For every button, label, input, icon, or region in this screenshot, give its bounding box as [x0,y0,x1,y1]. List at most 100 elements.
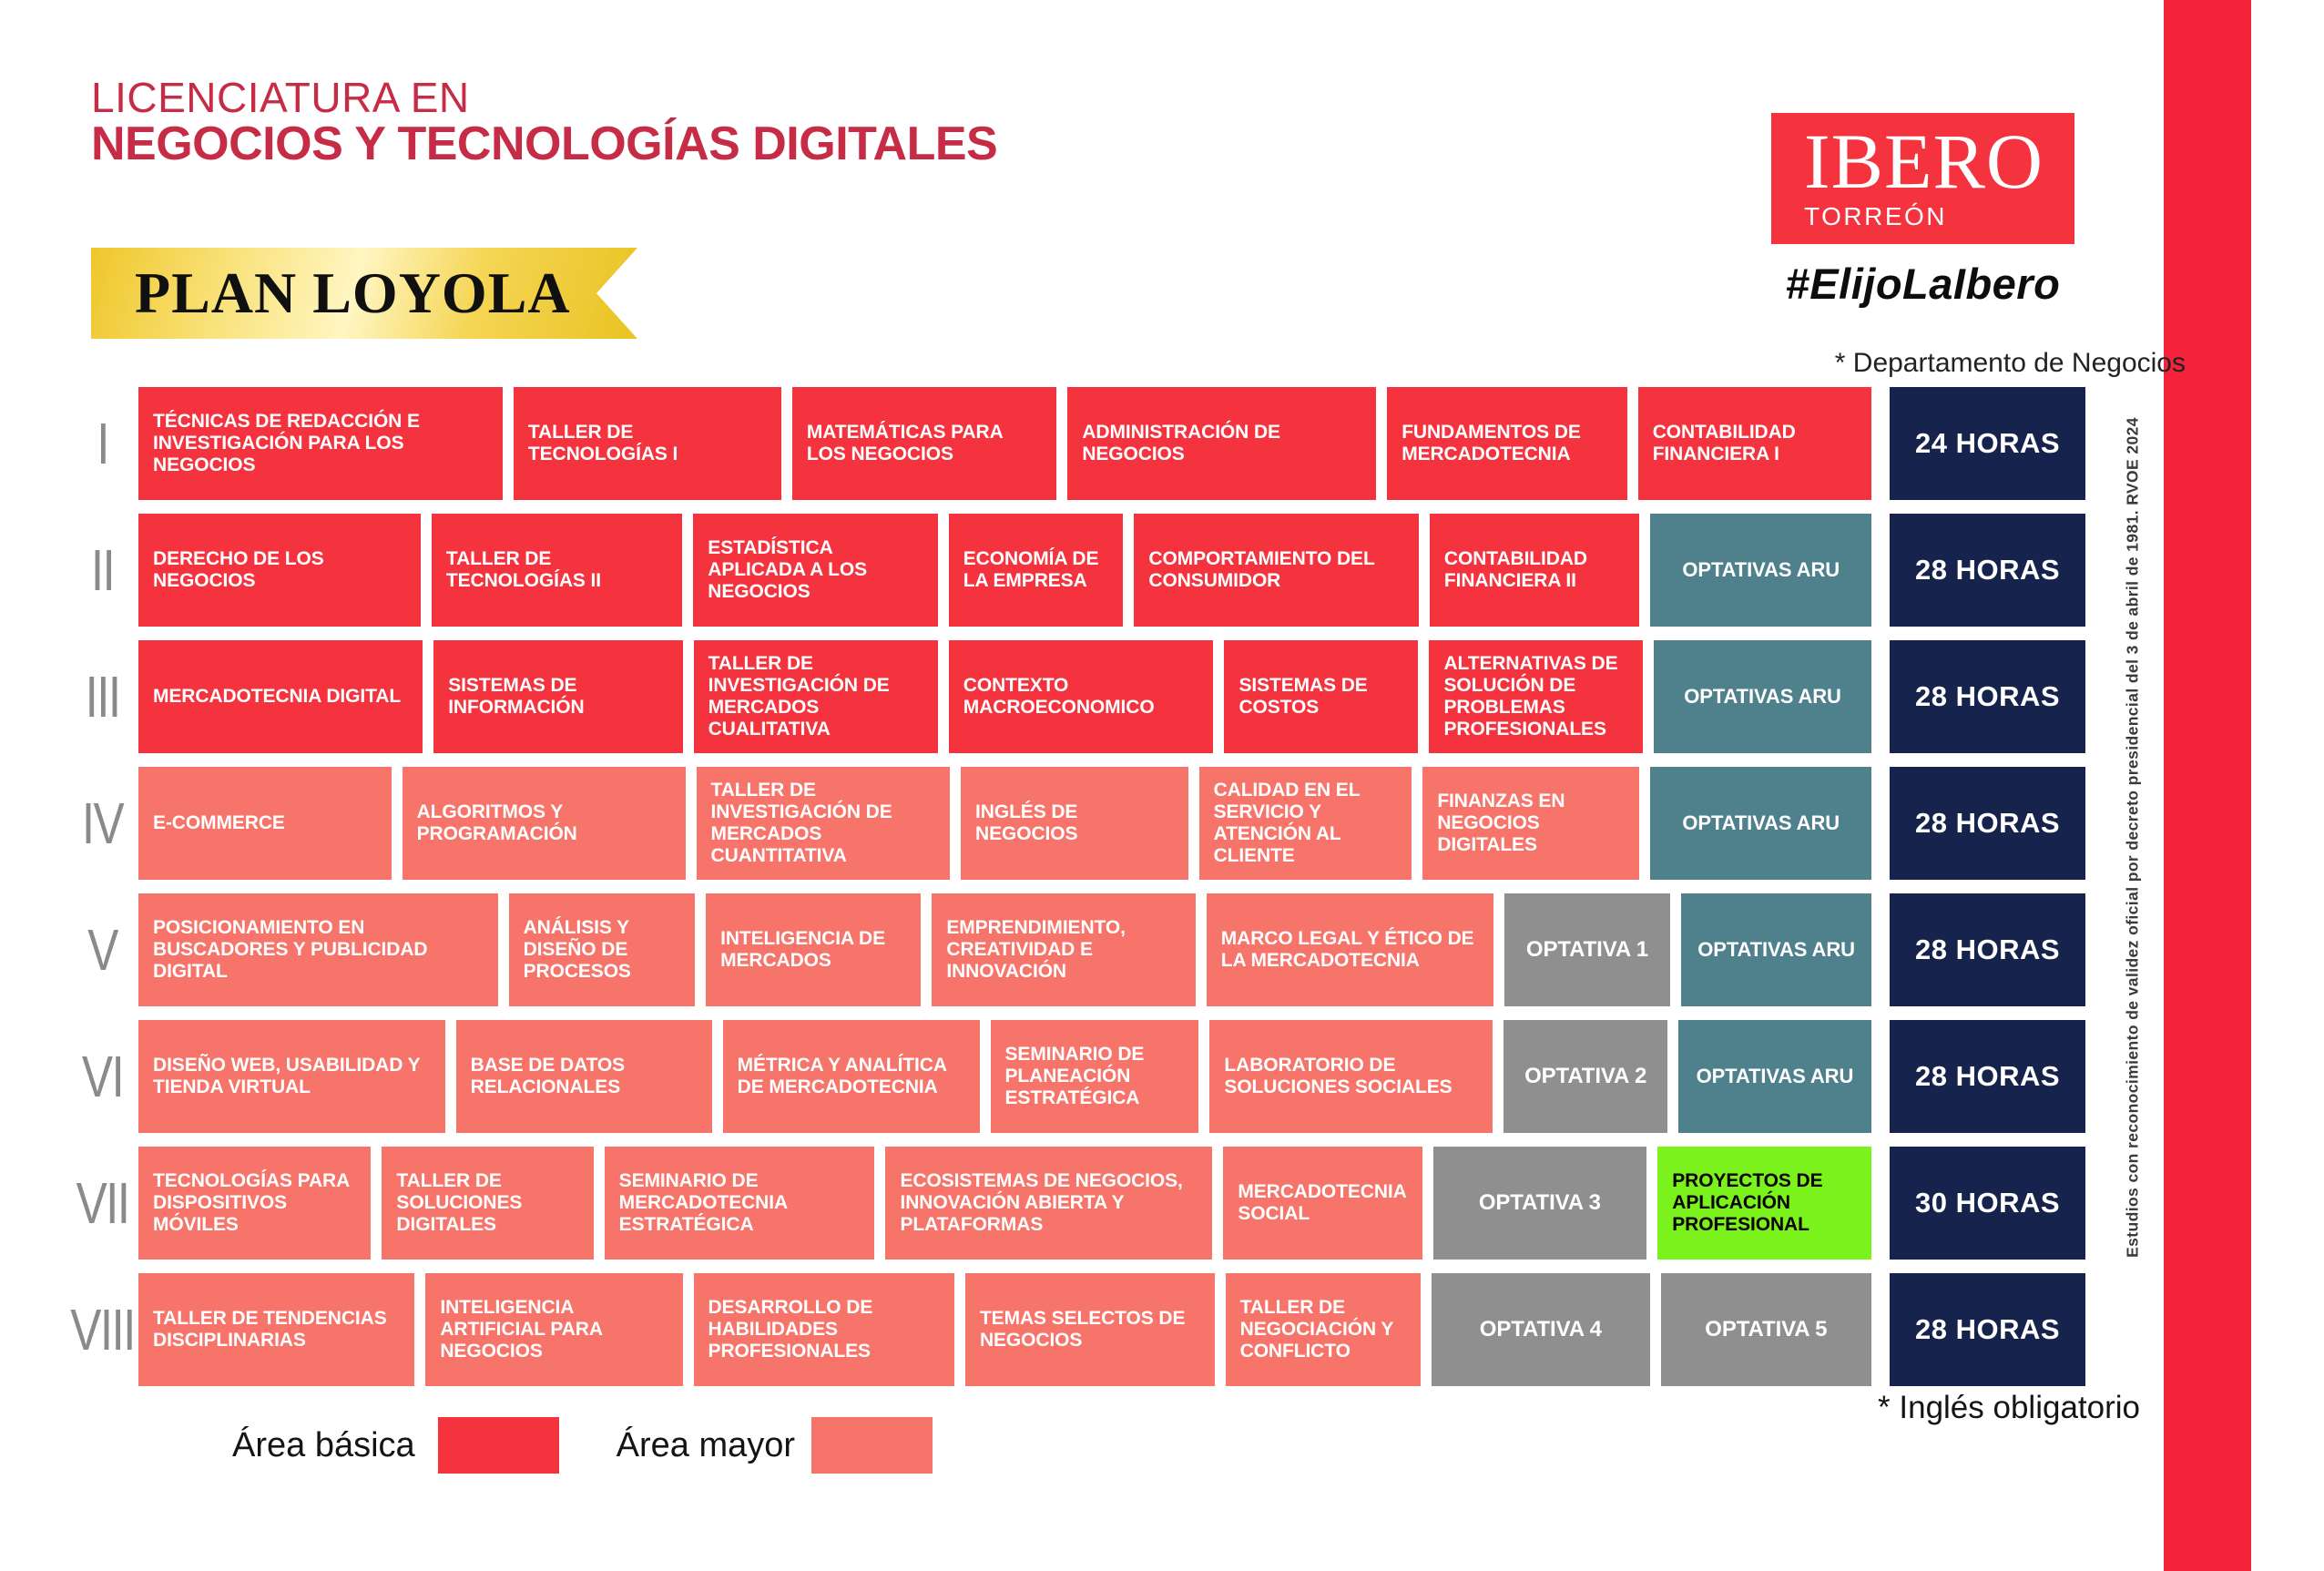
hours-badge: 28 HORAS [1890,1273,2085,1386]
rvoe-legal-note: Estudios con reconocimiento de validez o… [2123,417,2142,1258]
hours-badge: 24 HORAS [1890,387,2085,500]
course-label: SEMINARIO DE PLANEACIÓN ESTRATÉGICA [1004,1044,1145,1108]
course-label: MERCADOTECNIA DIGITAL [153,686,402,708]
course-label: TECNOLOGÍAS PARA DISPOSITIVOS MÓVILES [153,1170,350,1235]
course-label: ADMINISTRACIÓN DE NEGOCIOS [1082,422,1280,464]
course-block: TÉCNICAS DE REDACCIÓN E INVESTIGACIÓN PA… [138,387,503,500]
semester-row-V: V POSICIONAMIENTO EN BUSCADORES Y PUBLICI… [77,893,2085,1006]
courses-row: TÉCNICAS DE REDACCIÓN E INVESTIGACIÓN PA… [138,387,1872,500]
course-block: E-COMMERCE [138,767,392,880]
course-block: TALLER DE TECNOLOGÍAS II [431,514,683,627]
course-block: SEMINARIO DE MERCADOTECNIA ESTRATÉGICA [604,1147,875,1260]
course-label: TALLER DE TECNOLOGÍAS II [445,548,602,591]
course-label: MERCADOTECNIA SOCIAL [1238,1181,1406,1224]
course-label: OPTATIVAS ARU [1682,558,1840,582]
course-label: ESTADÍSTICA APLICADA A LOS NEGOCIOS [708,537,868,602]
semester-numeral: III [85,664,121,729]
ibero-logo-wordmark: IBERO [1804,117,2044,206]
course-block: MERCADOTECNIA SOCIAL [1223,1147,1422,1260]
course-block: DESARROLLO DE HABILIDADES PROFESIONALES [693,1273,954,1386]
hours-badge: 28 HORAS [1890,893,2085,1006]
course-label: INGLÉS DE NEGOCIOS [975,801,1078,844]
course-label: SEMINARIO DE MERCADOTECNIA ESTRATÉGICA [618,1170,788,1235]
semester-row-VII: VII TECNOLOGÍAS PARA DISPOSITIVOS MÓVILES… [76,1147,2085,1260]
course-label: DERECHO DE LOS NEGOCIOS [153,548,324,591]
course-block: SEMINARIO DE PLANEACIÓN ESTRATÉGICA [990,1020,1199,1133]
course-label: OPTATIVA 1 [1525,937,1648,963]
optativa-block: OPTATIVA 2 [1503,1020,1667,1133]
course-label: OPTATIVA 2 [1524,1064,1647,1089]
course-label: OPTATIVA 4 [1479,1317,1602,1342]
course-block: ALTERNATIVAS DE SOLUCIÓN DE PROBLEMAS PR… [1429,640,1644,753]
course-block: MATEMÁTICAS PARA LOS NEGOCIOS [791,387,1057,500]
hours-badge: 30 HORAS [1890,1147,2085,1260]
course-block: FUNDAMENTOS DE MERCADOTECNIA [1387,387,1627,500]
course-block: CALIDAD EN EL SERVICIO Y ATENCIÓN AL CLI… [1198,767,1412,880]
legend-swatch-area-mayor [811,1417,933,1474]
course-block: CONTABILIDAD FINANCIERA II [1429,514,1640,627]
semester-row-I: I TÉCNICAS DE REDACCIÓN E INVESTIGACIÓN P… [77,387,2085,500]
hours-badge: 28 HORAS [1890,640,2085,753]
hours-badge: 28 HORAS [1890,1020,2085,1133]
courses-row: DERECHO DE LOS NEGOCIOS TALLER DE TECNOLO… [138,514,1871,627]
course-label: E-COMMERCE [153,812,285,834]
course-label: TEMAS SELECTOS DE NEGOCIOS [979,1308,1186,1351]
semester-numeral: VIII [70,1297,136,1362]
semester-row-IV: IV E-COMMERCE ALGORITMOS Y PROGRAMACIÓN TAL… [77,767,2085,880]
course-label: TALLER DE TENDENCIAS DISCIPLINARIAS [153,1308,387,1351]
optativa-block: OPTATIVA 1 [1503,893,1671,1006]
curriculum-grid: I TÉCNICAS DE REDACCIÓN E INVESTIGACIÓN P… [70,387,2085,1386]
course-label: TÉCNICAS DE REDACCIÓN E INVESTIGACIÓN PA… [153,411,420,475]
optativas-aru-block: OPTATIVAS ARU [1681,893,1872,1006]
course-block: ANÁLISIS Y DISEÑO DE PROCESOS [508,893,696,1006]
course-label: BASE DE DATOS RELACIONALES [470,1055,626,1097]
semester-numeral: IV [81,791,125,856]
course-block: BASE DE DATOS RELACIONALES [455,1020,712,1133]
semester-row-III: III MERCADOTECNIA DIGITAL SISTEMAS DE INFO… [77,640,2085,753]
semester-numeral: II [90,537,116,603]
course-block: TALLER DE INVESTIGACIÓN DE MERCADOS CUAL… [693,640,938,753]
course-block: ECOSISTEMAS DE NEGOCIOS, INNOVACIÓN ABIE… [885,1147,1213,1260]
semester-numeral: VII [76,1170,130,1236]
semester-numeral: V [87,917,118,983]
course-label: TALLER DE SOLUCIONES DIGITALES [396,1170,523,1235]
course-label: MARCO LEGAL Y ÉTICO DE LA MERCADOTECNIA [1220,928,1474,971]
course-block: INTELIGENCIA DE MERCADOS [706,893,922,1006]
course-label: ECONOMÍA DE LA EMPRESA [963,548,1099,591]
course-label: SISTEMAS DE COSTOS [1238,675,1368,718]
course-block: FINANZAS EN NEGOCIOS DIGITALES [1422,767,1640,880]
course-label: ECOSISTEMAS DE NEGOCIOS, INNOVACIÓN ABIE… [900,1170,1183,1235]
courses-row: E-COMMERCE ALGORITMOS Y PROGRAMACIÓN TALLE… [138,767,1871,880]
plan-loyola-banner: PLAN LOYOLA [91,248,637,339]
course-block: TECNOLOGÍAS PARA DISPOSITIVOS MÓVILES [138,1147,372,1260]
course-block: COMPORTAMIENTO DEL CONSUMIDOR [1134,514,1419,627]
course-label: COMPORTAMIENTO DEL CONSUMIDOR [1148,548,1375,591]
course-label: EMPRENDIMIENTO, CREATIVIDAD E INNOVACIÓN [946,917,1126,982]
course-label: TALLER DE INVESTIGACIÓN DE MERCADOS CUAL… [708,653,890,740]
semester-row-II: II DERECHO DE LOS NEGOCIOS TALLER DE TECNO… [77,514,2085,627]
course-label: TALLER DE INVESTIGACIÓN DE MERCADOS CUAN… [710,780,892,866]
course-block: TALLER DE NEGOCIACIÓN Y CONFLICTO [1225,1273,1421,1386]
course-block: INGLÉS DE NEGOCIOS [961,767,1188,880]
course-label: ALTERNATIVAS DE SOLUCIÓN DE PROBLEMAS PR… [1443,653,1618,740]
hashtag-elijolaibero: #ElijoLaIbero [1785,260,2061,308]
legend: Área básica Área mayor [232,1417,933,1474]
optativas-aru-block: OPTATIVAS ARU [1677,1020,1871,1133]
semester-row-VIII: VIII TALLER DE TENDENCIAS DISCIPLINARIAS I… [70,1273,2085,1386]
optativa-block: OPTATIVA 4 [1431,1273,1650,1386]
optativas-aru-block: OPTATIVAS ARU [1650,514,1871,627]
ibero-logo-campus: TORREÓN [1804,201,1947,230]
semester-numeral: VI [81,1044,125,1109]
semester-row-VI: VI DISEÑO WEB, USABILIDAD Y TIENDA VIRTUA… [77,1020,2085,1133]
ibero-logo: IBERO TORREÓN [1771,113,2074,244]
degree-kicker: LICENCIATURA EN [91,74,470,121]
legend-label-area-mayor: Área mayor [616,1425,796,1464]
course-label: MATEMÁTICAS PARA LOS NEGOCIOS [806,422,1003,464]
course-block: ESTADÍSTICA APLICADA A LOS NEGOCIOS [693,514,938,627]
course-block: MÉTRICA Y ANALÍTICA DE MERCADOTECNIA [722,1020,980,1133]
course-block: ADMINISTRACIÓN DE NEGOCIOS [1067,387,1377,500]
course-block: SISTEMAS DE INFORMACIÓN [433,640,683,753]
course-block: POSICIONAMIENTO EN BUSCADORES Y PUBLICID… [138,893,498,1006]
course-block: EMPRENDIMIENTO, CREATIVIDAD E INNOVACIÓN [932,893,1196,1006]
